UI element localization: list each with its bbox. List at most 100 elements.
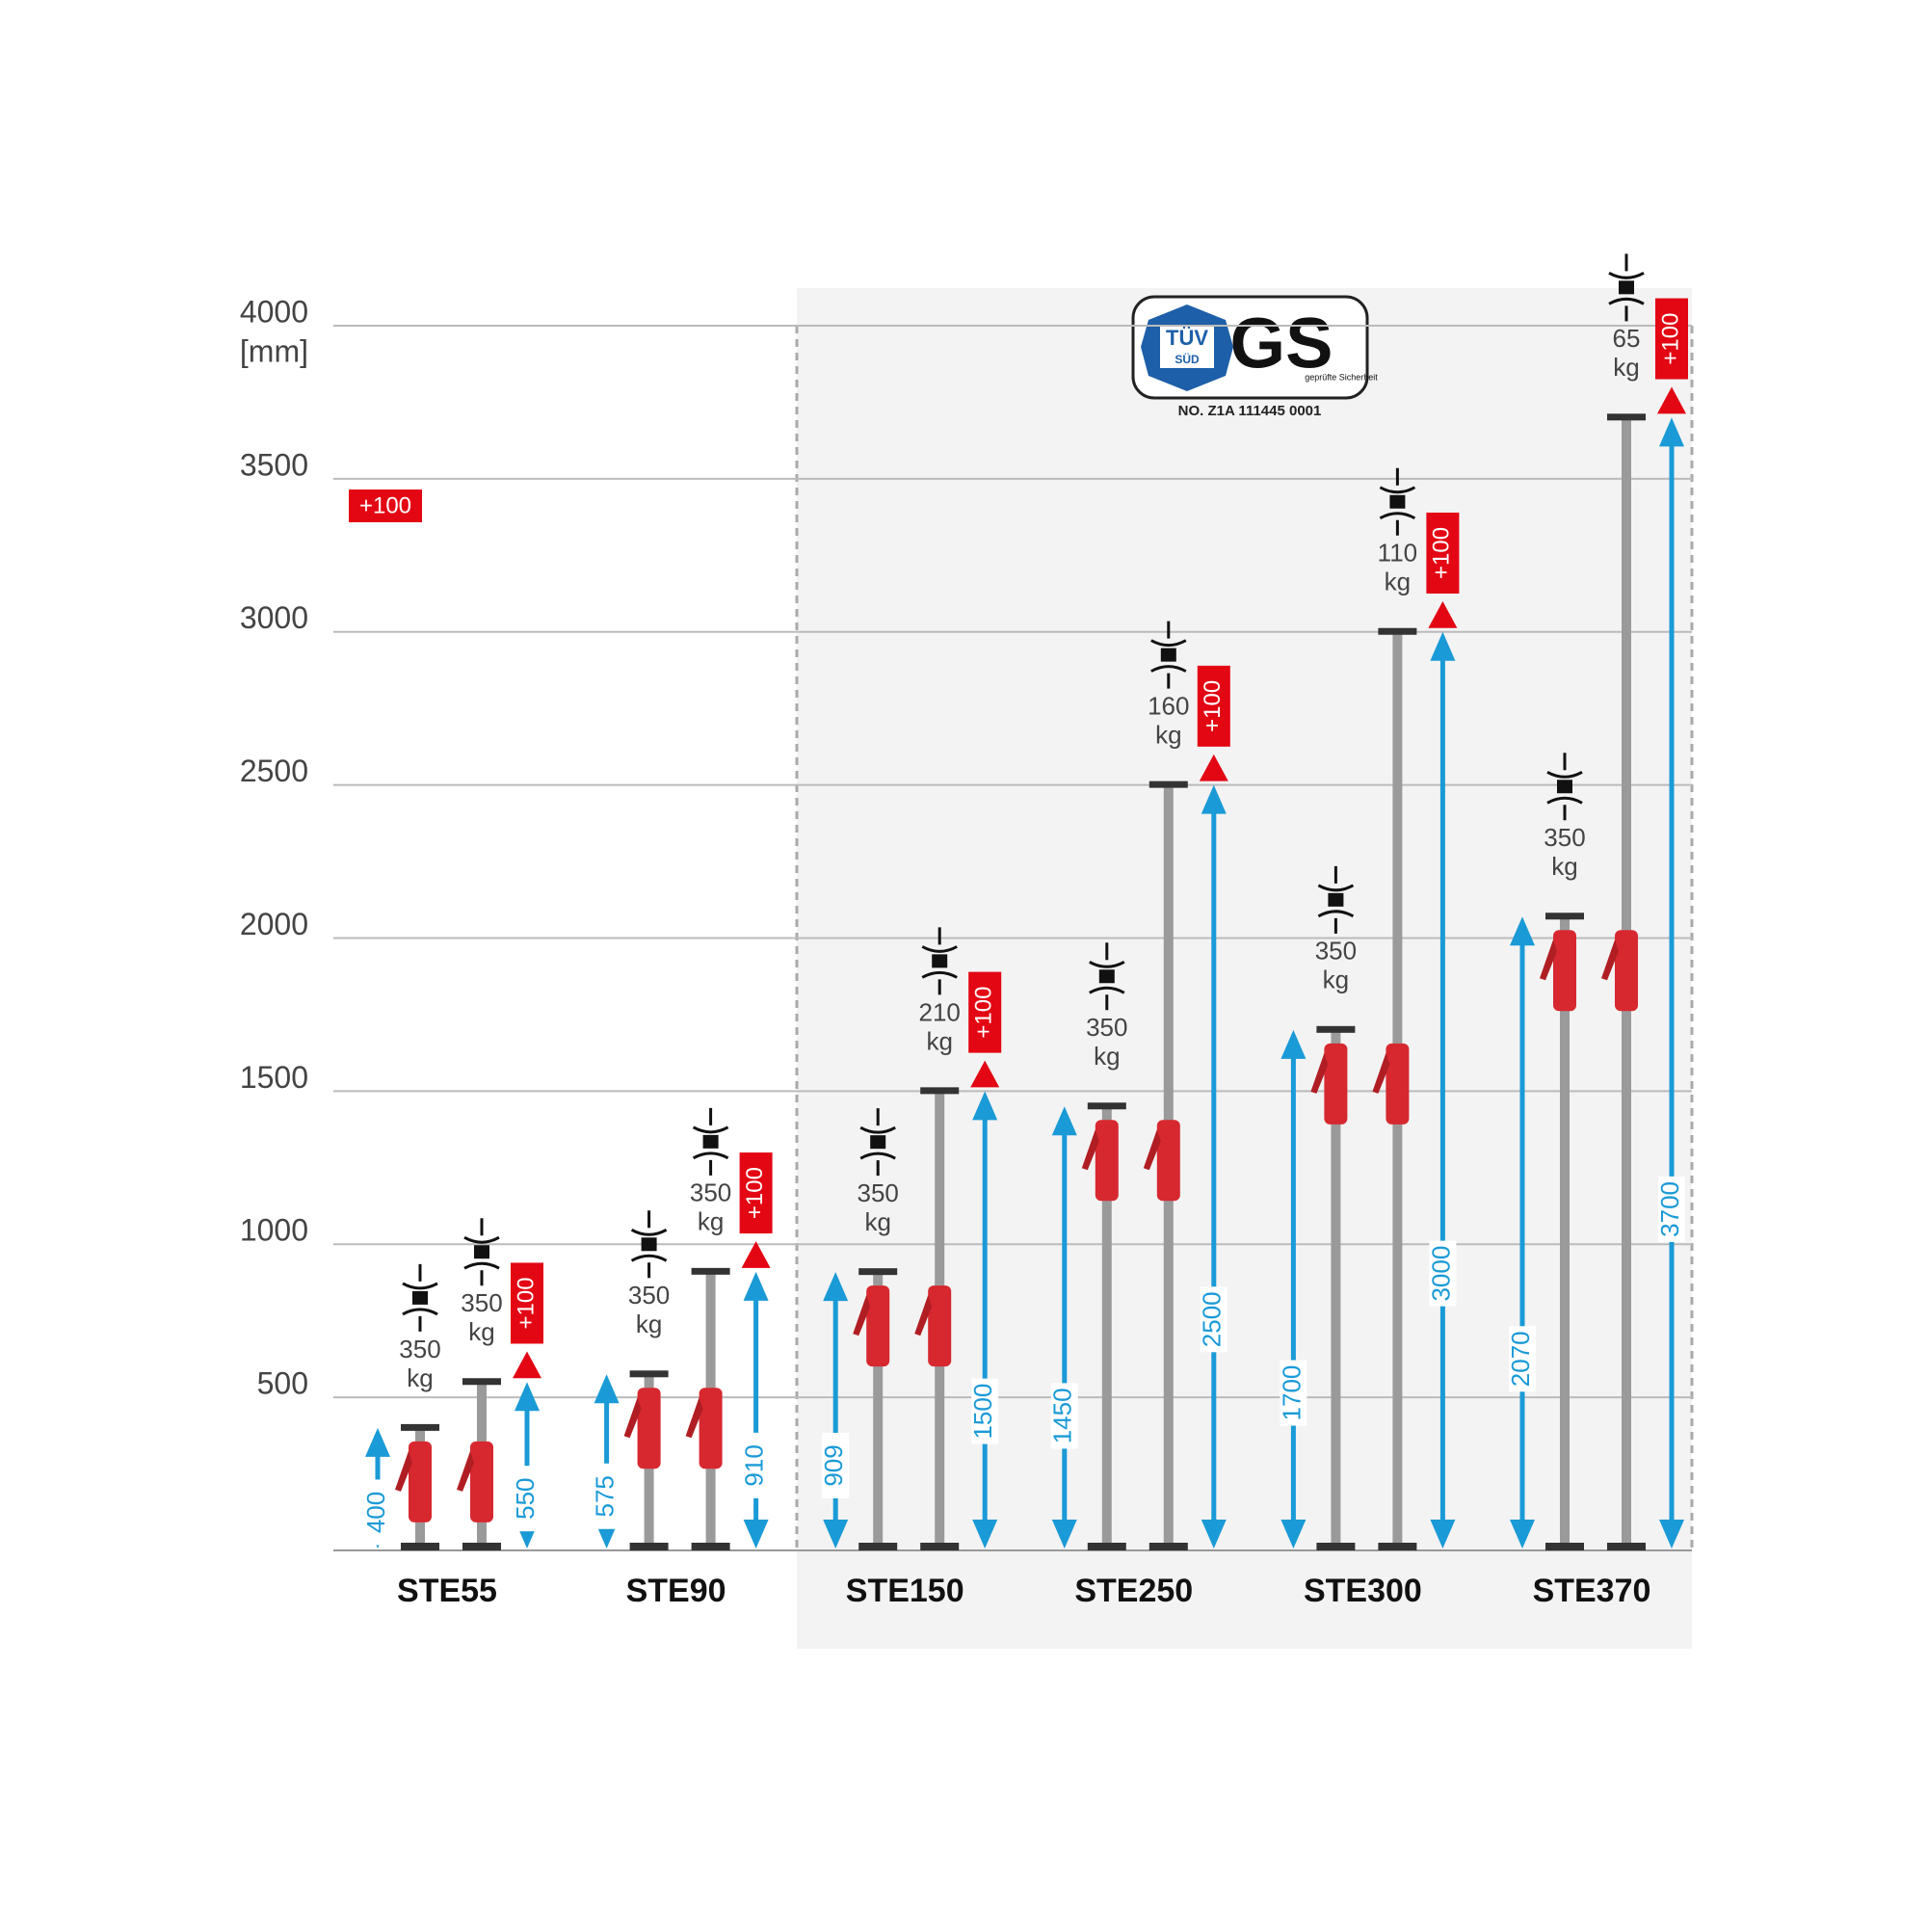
y-tick-label: 1000 [240,1213,308,1248]
load-icon [1317,865,1355,934]
prop-lever [1372,1052,1390,1094]
legend-extension-label: +100 [359,492,411,518]
prop-lever [914,1295,933,1337]
prop-foot [858,1543,898,1550]
gs-text: GS [1230,304,1333,384]
load-value: 350 [461,1288,502,1317]
prop-head [1378,627,1417,635]
arrow-head [365,1427,390,1457]
prop-head [1545,913,1584,920]
y-tick-label: 1500 [240,1060,308,1095]
prop [395,1423,439,1550]
length-arrow: 575 [590,1374,620,1548]
load-weight [1098,969,1115,984]
arrow-label-bg [742,1432,770,1498]
arrow-label-bg [364,1479,391,1546]
arrow-label: 1450 [1048,1388,1077,1443]
load-weight [1619,280,1634,295]
prop-lever [1540,940,1557,981]
extension-label: +100 [742,1167,768,1219]
y-tick-label: 2500 [240,754,308,788]
prop-foot [691,1543,730,1550]
load-symbol [1317,865,1355,934]
prop-lever [1601,940,1619,981]
prop-lever [853,1295,871,1337]
x-tick-label: STE55 [397,1573,497,1609]
arrow-head [1510,916,1535,946]
arrow-head [1430,1520,1456,1548]
load-icon [402,1263,438,1332]
prop-foot [920,1543,960,1550]
prop-head [1316,1025,1356,1033]
prop-head [629,1370,669,1378]
load-symbol [1608,253,1645,322]
y-tick-label: 4000 [240,294,308,329]
extension-label: +100 [513,1277,539,1329]
extension-box [1197,665,1230,747]
arrow-head [594,1374,620,1404]
prop-handle [409,1441,432,1522]
arrow-label: 2500 [1198,1291,1227,1347]
prop-handle [866,1285,890,1367]
prop [457,1378,501,1550]
arrow-label-bg [1200,1286,1227,1353]
prop-foot [1087,1543,1126,1550]
tuv-sub: SÜD [1175,352,1200,366]
prop-head [1607,413,1646,421]
prop-lever [685,1397,703,1439]
arrow-head [1659,417,1684,447]
load-weight [641,1237,657,1252]
prop-pole [873,1272,884,1550]
load-icon [1089,942,1125,1011]
load-symbol [463,1218,500,1286]
arrow-head [1280,1029,1307,1059]
load-weight [870,1135,886,1150]
load-unit: kg [864,1207,890,1236]
load-weight [1557,780,1572,794]
length-arrow: 1450 [1048,1106,1078,1548]
prop [1372,627,1417,1550]
length-arrow: 3700 [1655,417,1685,1548]
extension-box [739,1152,773,1234]
arrow-label: 2070 [1506,1331,1535,1387]
certification: TÜV SÜD GS geprüfte Sicherheit NO. Z1A 1… [1131,295,1378,419]
prop-pole [1331,1029,1341,1550]
load-icon [859,1108,896,1177]
load-unit: kg [1323,966,1349,994]
prop-foot [1607,1543,1646,1550]
extension-box [1655,298,1688,380]
arrow-head [1659,1520,1684,1548]
load-weight [1160,648,1176,662]
arrow-head [1051,1520,1077,1548]
load-value: 65 [1613,324,1641,353]
length-arrow: 2070 [1506,916,1536,1548]
extension-label: +100 [1200,680,1226,732]
arrow-head [823,1520,849,1548]
y-tick-label: 500 [257,1366,308,1401]
arrow-head [1430,631,1456,661]
prop-lever [623,1397,642,1439]
load-icon [1379,467,1416,536]
load-value: 160 [1148,692,1189,721]
arrow-label-bg [971,1378,999,1444]
extension-arrow [513,1351,541,1379]
prop-foot [1316,1543,1356,1550]
load-icon [463,1218,500,1286]
arrow-head [1051,1106,1077,1136]
load-icon [1608,253,1645,322]
prop-handle [1095,1120,1119,1202]
load-symbol [1379,467,1416,536]
arrow-label-bg [1050,1383,1078,1449]
load-icon [921,927,958,995]
load-weight [1389,494,1406,509]
x-tick-label: STE250 [1074,1573,1193,1609]
prop-foot [629,1543,669,1550]
prop-handle [1615,930,1638,1012]
prop-head [462,1378,501,1386]
load-symbol [859,1108,896,1177]
load-value: 350 [1544,823,1585,852]
arrow-label: 3000 [1426,1246,1455,1302]
arrow-label-bg [514,1466,541,1532]
x-tick-label: STE370 [1533,1573,1651,1609]
load-icon [630,1210,668,1279]
